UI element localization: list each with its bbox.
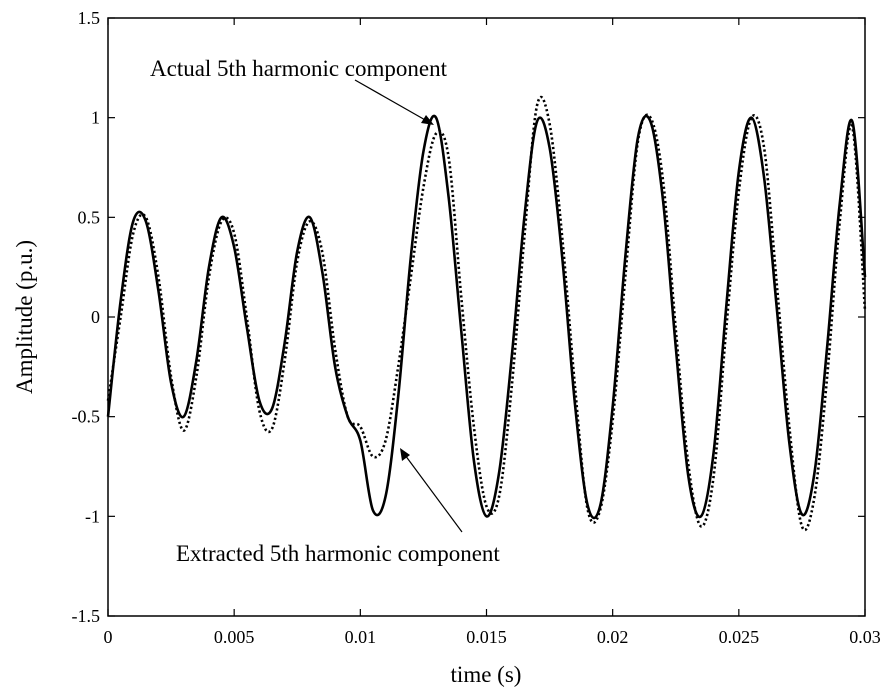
annotation-extracted-label: Extracted 5th harmonic component xyxy=(176,541,500,566)
y-axis-label: Amplitude (p.u.) xyxy=(12,240,37,394)
x-tick-label: 0.025 xyxy=(719,627,760,647)
annotation-actual-arrowhead xyxy=(421,115,434,125)
y-tick-label: 0 xyxy=(91,307,100,327)
series-actual-line xyxy=(106,114,867,520)
y-tick-labels: -1.5 -1 -0.5 0 0.5 1 1.5 xyxy=(72,8,101,626)
y-tick-label: 0.5 xyxy=(78,207,101,227)
annotation-actual-label: Actual 5th harmonic component xyxy=(150,56,448,81)
y-tick-label: -0.5 xyxy=(72,407,101,427)
x-tick-label: 0.005 xyxy=(214,627,255,647)
x-tick-label: 0.03 xyxy=(849,627,881,647)
series-group xyxy=(106,95,867,532)
y-tick-label: -1 xyxy=(85,506,100,526)
annotation-extracted-arrowhead xyxy=(400,448,410,461)
x-tick-label: 0.01 xyxy=(345,627,377,647)
x-tick-labels: 0 0.005 0.01 0.015 0.02 0.025 0.03 xyxy=(104,627,881,647)
annotation-extracted-arrow-line xyxy=(404,454,463,533)
y-tick-label: -1.5 xyxy=(72,606,101,626)
x-tick-label: 0.015 xyxy=(466,627,507,647)
y-tick-label: 1 xyxy=(91,108,100,128)
x-tick-label: 0.02 xyxy=(597,627,629,647)
x-tick-label: 0 xyxy=(104,627,113,647)
series-extracted-line xyxy=(106,95,867,532)
y-tick-label: 1.5 xyxy=(78,8,101,28)
annotation-actual-arrow-line xyxy=(354,79,428,122)
plot-frame xyxy=(107,17,866,617)
plot-area xyxy=(108,18,865,616)
x-axis-label: time (s) xyxy=(451,662,522,687)
